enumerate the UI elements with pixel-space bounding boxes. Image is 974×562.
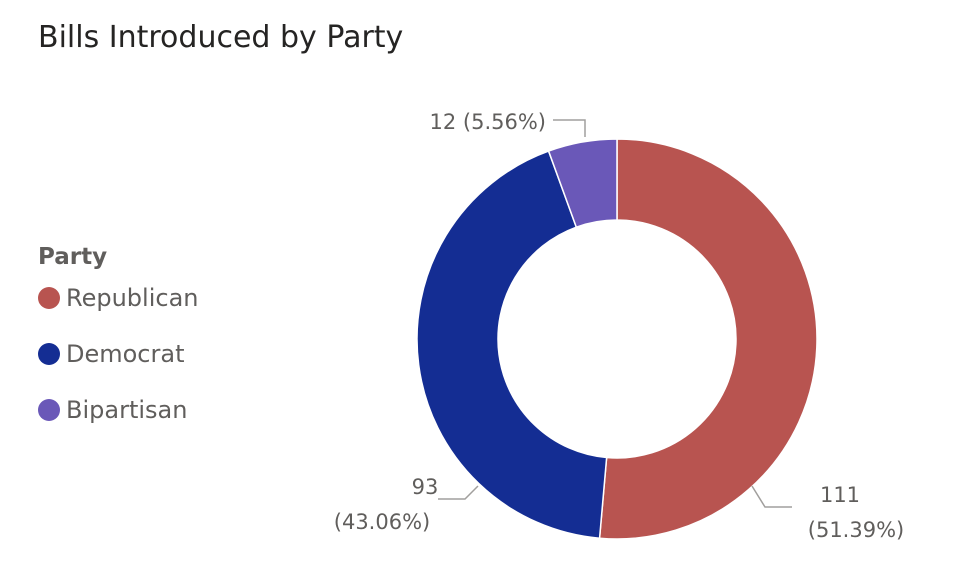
slice-democrat[interactable] [416, 150, 608, 540]
data-label-republican-percent: (51.39%) [808, 518, 904, 542]
slice-bipartisan[interactable] [547, 138, 618, 229]
leader-line-democrat [438, 485, 479, 500]
legend-item-bipartisan[interactable]: Bipartisan [38, 396, 199, 424]
legend-dot-bipartisan [38, 399, 60, 421]
legend-title: Party [38, 244, 108, 270]
slice-republican[interactable] [598, 138, 818, 540]
leader-line-republican [751, 485, 792, 508]
legend-dot-democrat [38, 343, 60, 365]
donut-slices [416, 138, 818, 540]
legend: Party Republican Democrat Bipartisan [38, 244, 199, 452]
legend-item-republican[interactable]: Republican [38, 284, 199, 312]
data-label-democrat-percent: (43.06%) [334, 510, 430, 534]
data-label-bipartisan: 12 (5.56%) [430, 110, 547, 134]
data-label-republican-value: 111 [820, 483, 860, 507]
chart-title: Bills Introduced by Party [38, 20, 404, 55]
leader-line-bipartisan [553, 119, 586, 137]
data-label-democrat-value: 93 [412, 475, 439, 499]
legend-label-republican: Republican [66, 284, 199, 312]
legend-label-democrat: Democrat [66, 340, 185, 368]
legend-dot-republican [38, 287, 60, 309]
legend-item-democrat[interactable]: Democrat [38, 340, 199, 368]
legend-label-bipartisan: Bipartisan [66, 396, 188, 424]
